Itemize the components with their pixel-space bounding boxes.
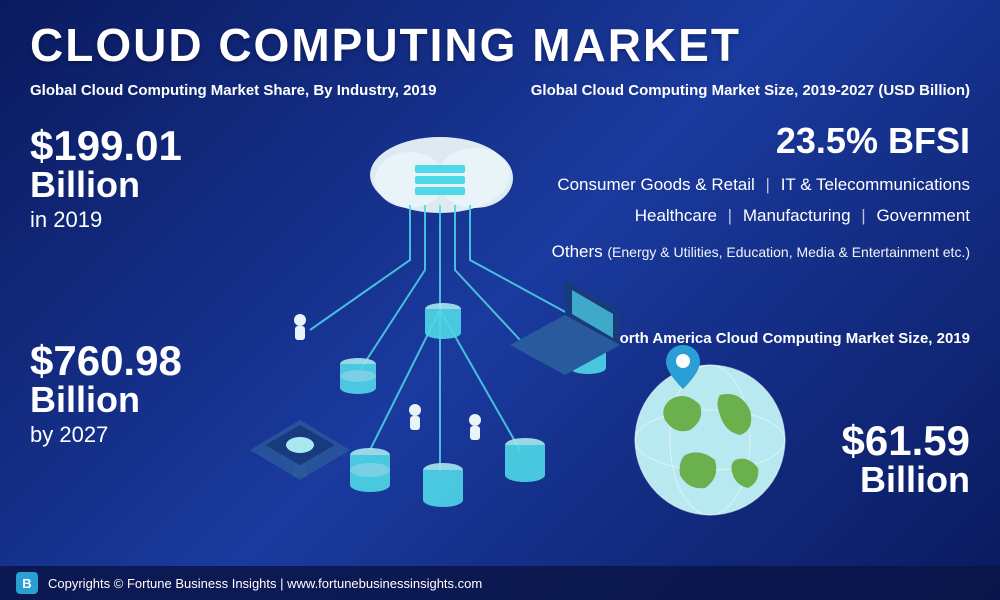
subtitle-right: Global Cloud Computing Market Size, 2019… bbox=[531, 82, 970, 99]
main-title: CLOUD COMPUTING MARKET bbox=[0, 0, 1000, 72]
footer-text: Copyrights © Fortune Business Insights |… bbox=[48, 576, 482, 591]
subtitle-left: Global Cloud Computing Market Share, By … bbox=[30, 82, 436, 99]
location-pin-icon bbox=[666, 345, 700, 389]
cloud-illustration bbox=[240, 110, 640, 530]
footer-logo-icon: B bbox=[16, 572, 38, 594]
stat-2027-unit: Billion bbox=[30, 382, 182, 418]
globe-icon bbox=[630, 360, 790, 520]
stat-na: $61.59 Billion bbox=[842, 420, 970, 498]
industry-item: Government bbox=[876, 206, 970, 225]
stat-2019: $199.01 Billion in 2019 bbox=[30, 125, 182, 233]
industry-item: Manufacturing bbox=[743, 206, 851, 225]
stat-2019-unit: Billion bbox=[30, 167, 182, 203]
stat-2027: $760.98 Billion by 2027 bbox=[30, 340, 182, 448]
stat-na-value: $61.59 bbox=[842, 420, 970, 462]
stat-na-unit: Billion bbox=[842, 462, 970, 498]
footer: B Copyrights © Fortune Business Insights… bbox=[0, 566, 1000, 600]
bfsi-percent: 23.5% bbox=[776, 120, 878, 161]
bfsi-label: BFSI bbox=[888, 120, 970, 161]
industry-item: IT & Telecommunications bbox=[781, 175, 970, 194]
stat-2027-value: $760.98 bbox=[30, 340, 182, 382]
industry-item: Healthcare bbox=[635, 206, 717, 225]
north-america-title: North America Cloud Computing Market Siz… bbox=[609, 330, 970, 347]
stat-2027-label: by 2027 bbox=[30, 422, 182, 448]
others-detail: (Energy & Utilities, Education, Media & … bbox=[607, 244, 970, 260]
stat-2019-label: in 2019 bbox=[30, 207, 182, 233]
stat-2019-value: $199.01 bbox=[30, 125, 182, 167]
